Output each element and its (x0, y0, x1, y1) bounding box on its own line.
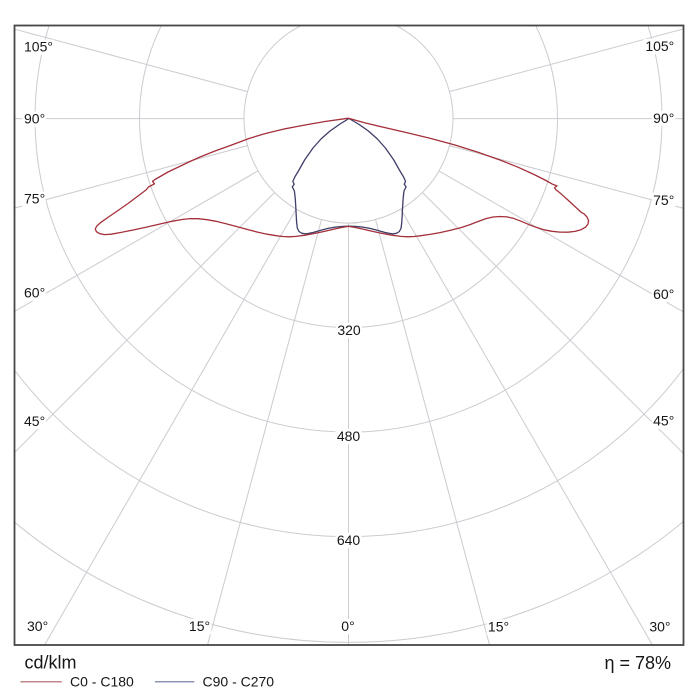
svg-text:0°: 0° (341, 618, 354, 634)
svg-text:45°: 45° (653, 413, 674, 429)
svg-text:15°: 15° (488, 619, 509, 635)
svg-text:105°: 105° (24, 39, 53, 55)
svg-text:320: 320 (337, 322, 361, 338)
svg-text:90°: 90° (24, 111, 45, 127)
svg-text:90°: 90° (653, 110, 674, 126)
svg-text:η = 78%: η = 78% (604, 653, 671, 673)
svg-text:C0 - C180: C0 - C180 (70, 673, 134, 689)
svg-text:45°: 45° (24, 413, 45, 429)
svg-text:15°: 15° (189, 618, 210, 634)
svg-text:640: 640 (337, 532, 361, 548)
svg-text:cd/klm: cd/klm (25, 653, 77, 673)
svg-text:30°: 30° (649, 619, 670, 635)
svg-text:C90 - C270: C90 - C270 (203, 673, 275, 689)
svg-text:480: 480 (337, 428, 361, 444)
svg-text:60°: 60° (653, 286, 674, 302)
svg-text:60°: 60° (24, 285, 45, 301)
svg-text:105°: 105° (645, 38, 674, 54)
svg-text:75°: 75° (24, 191, 45, 207)
svg-text:75°: 75° (653, 192, 674, 208)
svg-text:30°: 30° (27, 618, 48, 634)
